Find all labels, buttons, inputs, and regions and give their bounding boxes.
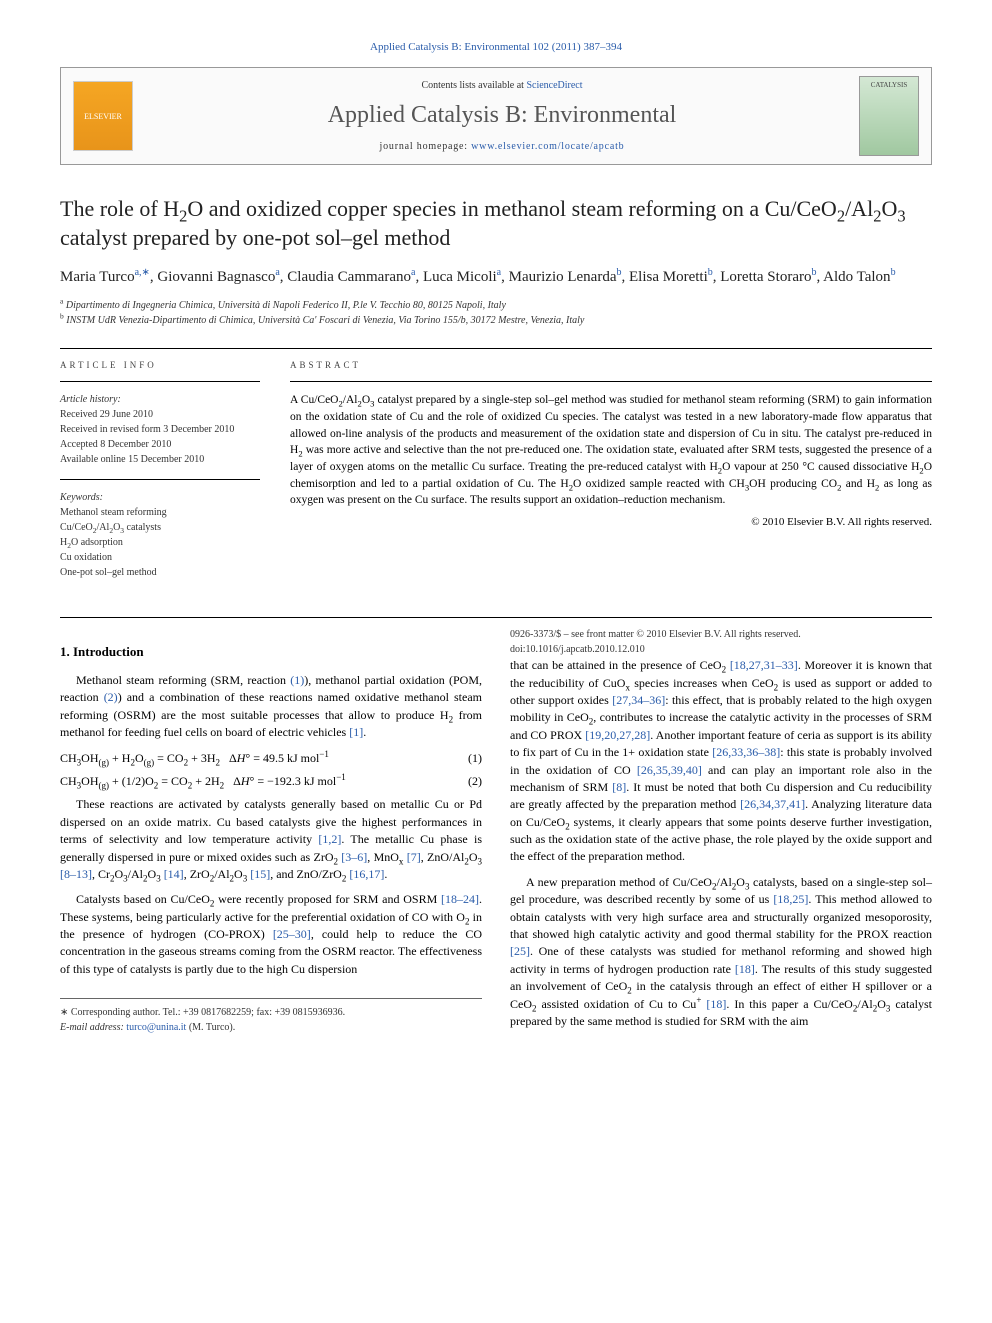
email-suffix: (M. Turco).	[186, 1022, 235, 1033]
elsevier-logo: ELSEVIER	[73, 81, 133, 151]
section-1-heading: 1. Introduction	[60, 643, 482, 662]
equation-2-number: (2)	[468, 773, 482, 790]
journal-cover-thumb: CATALYSIS	[859, 76, 919, 156]
keywords-block: Keywords: Methanol steam reforming Cu/Ce…	[60, 490, 260, 580]
history-label: Article history:	[60, 392, 260, 407]
abstract-column: ABSTRACT A Cu/CeO2/Al2O3 catalyst prepar…	[290, 359, 932, 593]
affiliation-b: b INSTM UdR Venezia-Dipartimento di Chim…	[60, 313, 932, 328]
abstract-heading: ABSTRACT	[290, 359, 932, 372]
author-list: Maria Turcoa,∗, Giovanni Bagnascoa, Clau…	[60, 267, 932, 288]
article-title: The role of H2O and oxidized copper spec…	[60, 195, 932, 252]
keyword-4: Cu oxidation	[60, 550, 260, 565]
intro-para-2: These reactions are activated by catalys…	[60, 796, 482, 883]
keywords-label: Keywords:	[60, 490, 260, 505]
copyright-line: © 2010 Elsevier B.V. All rights reserved…	[290, 515, 932, 530]
keyword-5: One-pot sol–gel method	[60, 565, 260, 580]
body-two-column: 1. Introduction Methanol steam reforming…	[60, 628, 932, 1041]
corresponding-author-footer: ∗ Corresponding author. Tel.: +39 081768…	[60, 998, 482, 1035]
keyword-2: Cu/CeO2/Al2O3 catalysts	[60, 520, 260, 535]
corresponding-line: ∗ Corresponding author. Tel.: +39 081768…	[60, 1005, 482, 1020]
email-link[interactable]: turco@unina.it	[126, 1022, 186, 1033]
intro-para-3: Catalysts based on Cu/CeO2 were recently…	[60, 891, 482, 978]
abstract-text: A Cu/CeO2/Al2O3 catalyst prepared by a s…	[290, 392, 932, 509]
journal-name: Applied Catalysis B: Environmental	[145, 99, 859, 133]
homepage-prefix: journal homepage:	[380, 141, 472, 152]
homepage-line: journal homepage: www.elsevier.com/locat…	[145, 140, 859, 154]
affiliations: a Dipartimento di Ingegneria Chimica, Un…	[60, 298, 932, 328]
divider-bottom	[60, 617, 932, 618]
article-info-heading: ARTICLE INFO	[60, 359, 260, 372]
equation-1: CH3OH(g) + H2O(g) = CO2 + 3H2 ΔH° = 49.5…	[60, 750, 482, 767]
banner-center: Contents lists available at ScienceDirec…	[145, 79, 859, 155]
contents-prefix: Contents lists available at	[421, 80, 526, 91]
history-accepted: Accepted 8 December 2010	[60, 437, 260, 452]
history-online: Available online 15 December 2010	[60, 452, 260, 467]
intro-para-4: that can be attained in the presence of …	[510, 657, 932, 866]
equation-1-body: CH3OH(g) + H2O(g) = CO2 + 3H2 ΔH° = 49.5…	[60, 750, 458, 767]
info-abstract-row: ARTICLE INFO Article history: Received 2…	[60, 359, 932, 593]
affiliation-a: a Dipartimento di Ingegneria Chimica, Un…	[60, 298, 932, 313]
citation-link[interactable]: Applied Catalysis B: Environmental 102 (…	[370, 41, 622, 53]
sciencedirect-link[interactable]: ScienceDirect	[526, 80, 582, 91]
homepage-link[interactable]: www.elsevier.com/locate/apcatb	[471, 141, 624, 152]
history-revised: Received in revised form 3 December 2010	[60, 422, 260, 437]
article-info-column: ARTICLE INFO Article history: Received 2…	[60, 359, 260, 593]
divider-abstract	[290, 381, 932, 382]
doi-line: doi:10.1016/j.apcatb.2010.12.010	[510, 643, 932, 658]
divider-info-1	[60, 381, 260, 382]
history-received: Received 29 June 2010	[60, 407, 260, 422]
article-history: Article history: Received 29 June 2010 R…	[60, 392, 260, 467]
intro-para-1: Methanol steam reforming (SRM, reaction …	[60, 672, 482, 742]
keyword-1: Methanol steam reforming	[60, 505, 260, 520]
contents-line: Contents lists available at ScienceDirec…	[145, 79, 859, 93]
keyword-3: H2O adsorption	[60, 535, 260, 550]
email-prefix: E-mail address:	[60, 1022, 126, 1033]
divider-info-2	[60, 479, 260, 480]
intro-para-5: A new preparation method of Cu/CeO2/Al2O…	[510, 874, 932, 1031]
equation-2: CH3OH(g) + (1/2)O2 = CO2 + 2H2 ΔH° = −19…	[60, 773, 482, 790]
issn-line: 0926-3373/$ – see front matter © 2010 El…	[510, 628, 932, 643]
equation-2-body: CH3OH(g) + (1/2)O2 = CO2 + 2H2 ΔH° = −19…	[60, 773, 458, 790]
doi-block: 0926-3373/$ – see front matter © 2010 El…	[510, 628, 932, 657]
header-citation: Applied Catalysis B: Environmental 102 (…	[60, 40, 932, 55]
email-line: E-mail address: turco@unina.it (M. Turco…	[60, 1020, 482, 1035]
divider-top	[60, 348, 932, 349]
equation-1-number: (1)	[468, 750, 482, 767]
journal-banner: ELSEVIER Contents lists available at Sci…	[60, 67, 932, 165]
